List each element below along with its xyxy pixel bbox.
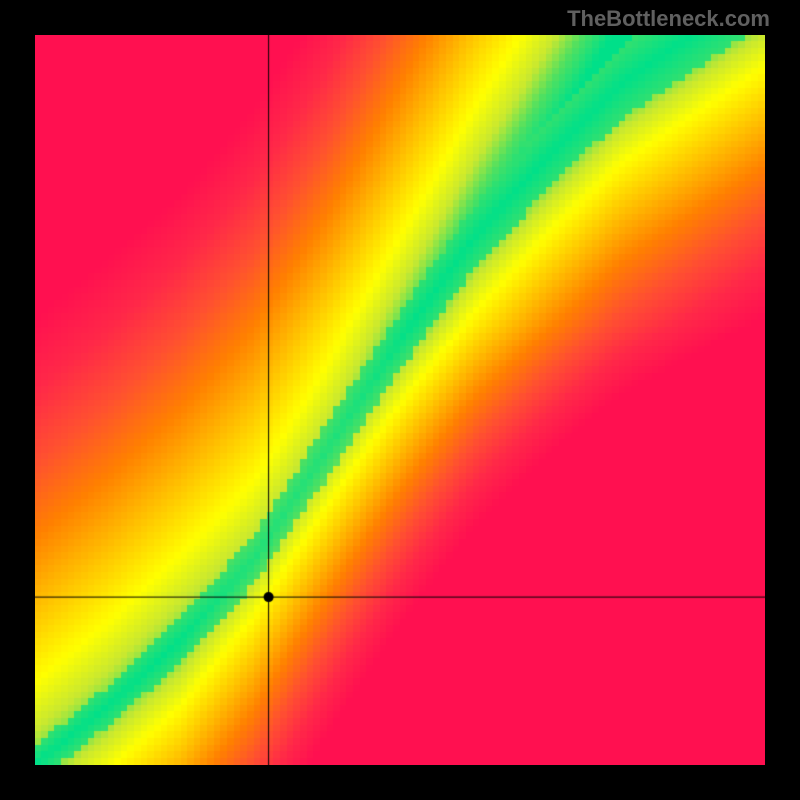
- bottleneck-heatmap: [35, 35, 765, 765]
- heatmap-canvas: [35, 35, 765, 765]
- watermark-text: TheBottleneck.com: [567, 6, 770, 32]
